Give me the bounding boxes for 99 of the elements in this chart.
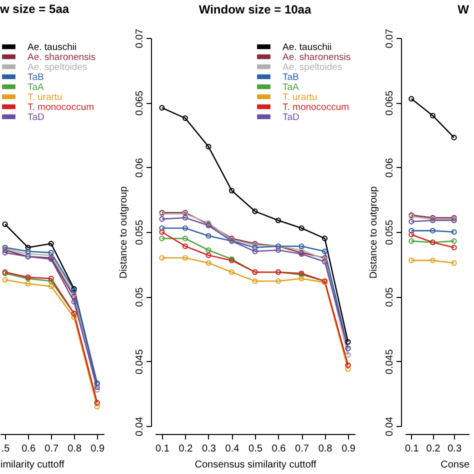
point bbox=[298, 276, 304, 282]
legend-label: Ae. speltoides bbox=[282, 62, 342, 73]
x-tick-label: 0.3 bbox=[448, 444, 462, 454]
point bbox=[182, 236, 188, 242]
legend-label: TaA bbox=[282, 82, 300, 93]
point bbox=[182, 225, 188, 231]
point bbox=[206, 233, 212, 239]
chart-title: w size = 5aa bbox=[0, 2, 70, 16]
legend-label: Ae. tauschii bbox=[28, 42, 77, 53]
y-tick-label: 0.07 bbox=[134, 28, 146, 48]
point bbox=[228, 269, 235, 275]
legend-label: T. urartu bbox=[282, 92, 318, 103]
legend-label: TaA bbox=[28, 82, 45, 93]
x-tick-label: 0.1 bbox=[156, 444, 170, 454]
legend-label: T. monococcum bbox=[282, 102, 350, 113]
point bbox=[206, 252, 212, 258]
y-tick-label: 0.055 bbox=[134, 220, 146, 246]
point bbox=[25, 244, 31, 250]
point bbox=[206, 260, 212, 266]
x-tick-label: 0.2 bbox=[426, 444, 441, 454]
legend-label: TaB bbox=[28, 72, 44, 83]
x-tick-label: 0.3 bbox=[202, 444, 216, 454]
legend-label: T. urartu bbox=[28, 92, 62, 103]
point bbox=[322, 248, 328, 254]
legend-label: TaD bbox=[28, 112, 45, 123]
point bbox=[430, 228, 436, 234]
point bbox=[182, 115, 188, 121]
legend-label: Ae. sharonensis bbox=[282, 52, 351, 63]
legend-label: TaD bbox=[282, 112, 300, 123]
point bbox=[275, 218, 282, 224]
point bbox=[430, 258, 436, 264]
x-tick-label: 0.2 bbox=[178, 444, 194, 454]
y-tick-label: 0.04 bbox=[134, 416, 146, 436]
x-tick-label: 0.7 bbox=[295, 444, 310, 454]
x-tick-label: 0.4 bbox=[225, 444, 240, 454]
point bbox=[48, 240, 54, 246]
point bbox=[206, 247, 212, 253]
point bbox=[71, 294, 77, 300]
x-tick-label: 0.6 bbox=[272, 444, 286, 454]
point bbox=[298, 225, 304, 231]
point bbox=[252, 244, 258, 250]
x-tick-label: 0.8 bbox=[68, 444, 82, 454]
point bbox=[430, 112, 436, 118]
point bbox=[48, 252, 54, 258]
point bbox=[71, 314, 77, 320]
y-tick-label: 0.045 bbox=[384, 348, 396, 374]
x-axis-title: imilarity cuttoff bbox=[0, 460, 64, 470]
point bbox=[71, 299, 77, 305]
point bbox=[322, 236, 328, 242]
y-tick-label: 0.045 bbox=[134, 348, 146, 374]
point bbox=[252, 278, 258, 284]
x-tick-label: 0.1 bbox=[404, 444, 420, 454]
point bbox=[206, 144, 212, 150]
x-tick-label: 0.6 bbox=[22, 444, 36, 454]
y-axis-title: Distance to outgroup bbox=[118, 186, 130, 279]
y-tick-label: 0.05 bbox=[384, 287, 396, 307]
point bbox=[228, 188, 235, 194]
point bbox=[25, 280, 31, 287]
point bbox=[252, 208, 258, 214]
point bbox=[182, 255, 188, 261]
chart-title: Window size = 10aa bbox=[198, 2, 312, 16]
point bbox=[182, 214, 188, 221]
point bbox=[275, 278, 282, 284]
x-tick-label: 0.9 bbox=[342, 444, 356, 454]
point bbox=[252, 248, 258, 254]
point bbox=[25, 248, 31, 254]
y-axis-title: Distance to outgroup bbox=[368, 186, 380, 279]
point bbox=[298, 247, 304, 253]
point bbox=[71, 291, 77, 297]
legend-label: Ae. tauschii bbox=[282, 42, 332, 53]
x-tick-label: 0.8 bbox=[318, 444, 333, 454]
x-tick-label: 0.7 bbox=[44, 444, 59, 454]
y-tick-label: 0.05 bbox=[134, 287, 146, 307]
y-tick-label: 0.06 bbox=[384, 158, 396, 178]
y-tick-label: 0.07 bbox=[384, 28, 396, 48]
x-tick-label: 0.5 bbox=[248, 444, 263, 454]
x-tick-label: .5 bbox=[1, 444, 10, 454]
chart-title: W bbox=[458, 2, 470, 16]
point bbox=[298, 243, 304, 250]
x-axis-title: Conse bbox=[440, 460, 470, 470]
point bbox=[182, 243, 188, 250]
legend-label: T. monococcum bbox=[28, 102, 94, 113]
point bbox=[25, 251, 31, 257]
point bbox=[48, 276, 54, 282]
y-tick-label: 0.04 bbox=[384, 416, 396, 436]
y-tick-label: 0.065 bbox=[384, 90, 396, 116]
legend-label: TaB bbox=[282, 72, 299, 83]
y-tick-label: 0.06 bbox=[134, 158, 146, 178]
point bbox=[48, 284, 54, 290]
y-tick-label: 0.065 bbox=[134, 90, 146, 116]
point bbox=[322, 258, 328, 265]
point bbox=[275, 247, 282, 253]
x-axis-title: Consensus similarity cuttoff bbox=[194, 460, 316, 470]
legend-label: Ae. sharonensis bbox=[28, 52, 96, 63]
point bbox=[48, 250, 54, 256]
legend-label: Ae. speltoides bbox=[28, 62, 88, 73]
point bbox=[48, 278, 54, 284]
x-tick-label: 0.9 bbox=[90, 444, 105, 454]
y-tick-label: 0.055 bbox=[384, 220, 396, 246]
